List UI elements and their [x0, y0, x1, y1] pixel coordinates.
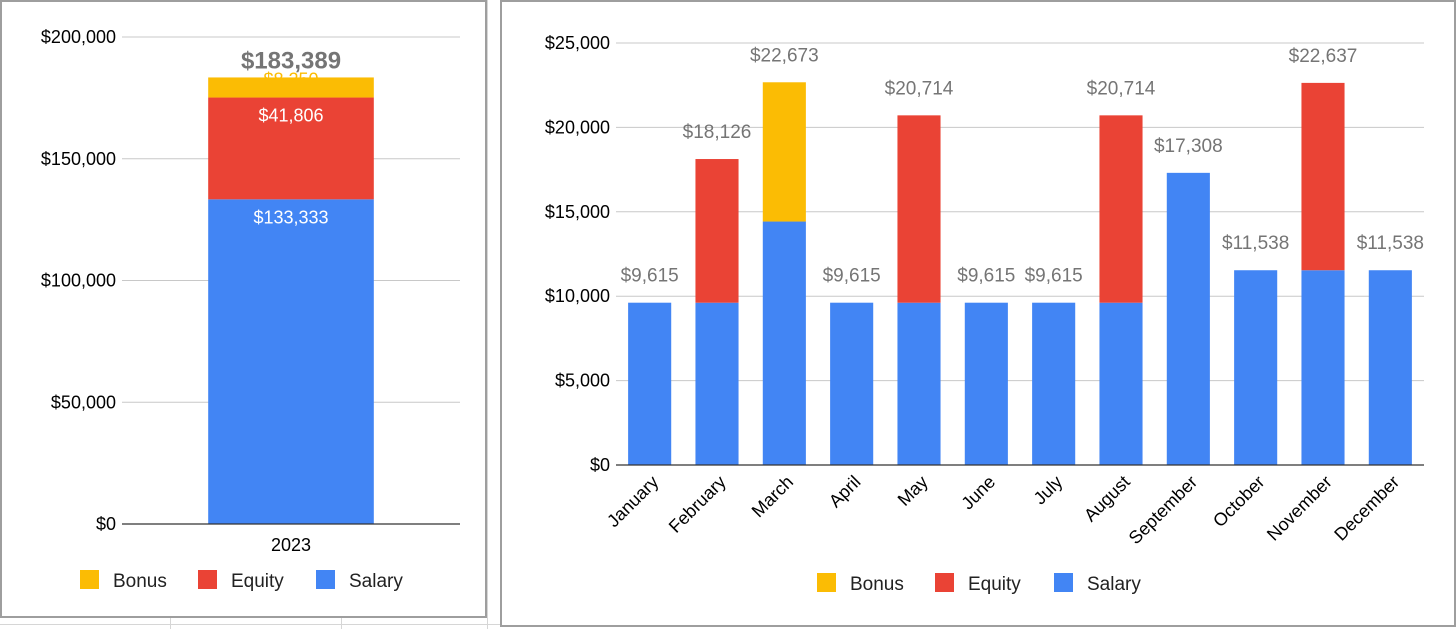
total-label-february: $18,126: [683, 122, 752, 143]
bar-salary-august: [1099, 302, 1143, 465]
x-tick-label: March: [748, 472, 798, 522]
total-label-july: $9,615: [1025, 266, 1083, 287]
sheet-gridline: [487, 0, 488, 629]
bar-salary-june: [964, 302, 1008, 465]
total-label-2023: $183,389: [241, 47, 341, 74]
bar-salary-february: [695, 302, 739, 465]
legend-label-bonus: Bonus: [850, 574, 904, 595]
bar-equity-2023: [208, 97, 374, 200]
y-tick-label: $200,000: [41, 27, 116, 47]
legend-swatch-equity: [198, 570, 217, 589]
bar-salary-july: [1032, 302, 1076, 465]
total-label-september: $17,308: [1154, 136, 1223, 157]
y-tick-label: $15,000: [545, 202, 610, 222]
data-label-salary: $133,333: [253, 207, 328, 227]
x-tick-label: May: [894, 472, 932, 510]
y-tick-label: $0: [590, 455, 610, 475]
legend-swatch-bonus: [80, 570, 99, 589]
bar-salary-january: [628, 302, 672, 465]
x-tick-label: June: [957, 472, 999, 514]
legend-label-equity: Equity: [968, 574, 1021, 595]
x-tick-label: December: [1330, 472, 1403, 545]
sheet-gridline: [0, 624, 500, 625]
x-tick-label: August: [1080, 472, 1134, 526]
y-tick-label: $150,000: [41, 149, 116, 169]
bar-salary-december: [1368, 270, 1412, 465]
total-label-december: $11,538: [1357, 233, 1424, 254]
total-label-august: $20,714: [1087, 78, 1156, 99]
x-tick-label: January: [603, 472, 662, 531]
bar-equity-november: [1301, 82, 1345, 271]
y-tick-label: $0: [96, 514, 116, 534]
x-tick-label: October: [1209, 472, 1268, 531]
legend-swatch-salary: [316, 570, 335, 589]
bar-salary-october: [1234, 270, 1278, 465]
bar-equity-may: [897, 115, 941, 303]
bar-bonus-2023: [208, 77, 374, 98]
y-tick-label: $50,000: [51, 392, 116, 412]
legend-label-bonus: Bonus: [113, 571, 167, 592]
annual-stacked-bar-chart: $0 $50,000 $100,000 $150,000 $200,000 $133,33…: [41, 27, 460, 592]
bar-salary-april: [830, 302, 874, 465]
bar-equity-august: [1099, 115, 1143, 303]
sheet-gridline: [341, 618, 342, 629]
y-tick-label: $100,000: [41, 271, 116, 291]
x-tick-label: July: [1030, 472, 1067, 509]
bar-bonus-march: [762, 82, 806, 222]
y-tick-label: $25,000: [545, 33, 610, 53]
total-label-april: $9,615: [823, 266, 881, 287]
total-label-january: $9,615: [621, 266, 679, 287]
x-tick-label: September: [1125, 472, 1201, 548]
y-tick-label: $5,000: [555, 371, 610, 391]
x-tick-label: April: [825, 472, 865, 512]
legend-label-salary: Salary: [1087, 574, 1141, 595]
y-tick-label: $20,000: [545, 117, 610, 137]
legend-label-salary: Salary: [349, 571, 403, 592]
bar-salary-may: [897, 302, 941, 465]
total-label-may: $20,714: [885, 78, 954, 99]
legend-swatch-bonus: [817, 573, 836, 592]
legend-label-equity: Equity: [231, 571, 284, 592]
data-label-equity: $41,806: [258, 106, 323, 126]
total-label-november: $22,637: [1289, 46, 1358, 67]
bar-salary-september: [1166, 172, 1210, 466]
total-label-march: $22,673: [750, 45, 819, 66]
bar-salary-november: [1301, 270, 1345, 465]
x-tick-label: November: [1263, 472, 1336, 545]
total-label-june: $9,615: [957, 266, 1015, 287]
monthly-stacked-bar-chart: $0 $5,000 $10,000 $15,000 $20,000 $25,000 $9,6…: [545, 33, 1424, 595]
data-label-bonus: $8,250: [263, 69, 318, 89]
bar-salary-2023: [208, 199, 374, 524]
total-label-october: $11,538: [1222, 233, 1289, 254]
bar-equity-february: [695, 159, 739, 303]
y-tick-label: $10,000: [545, 286, 610, 306]
bar-salary-march: [762, 221, 806, 465]
x-tick-label: 2023: [271, 535, 311, 555]
sheet-gridline: [170, 618, 171, 629]
x-tick-label: February: [665, 472, 730, 537]
legend-swatch-equity: [935, 573, 954, 592]
legend-swatch-salary: [1054, 573, 1073, 592]
